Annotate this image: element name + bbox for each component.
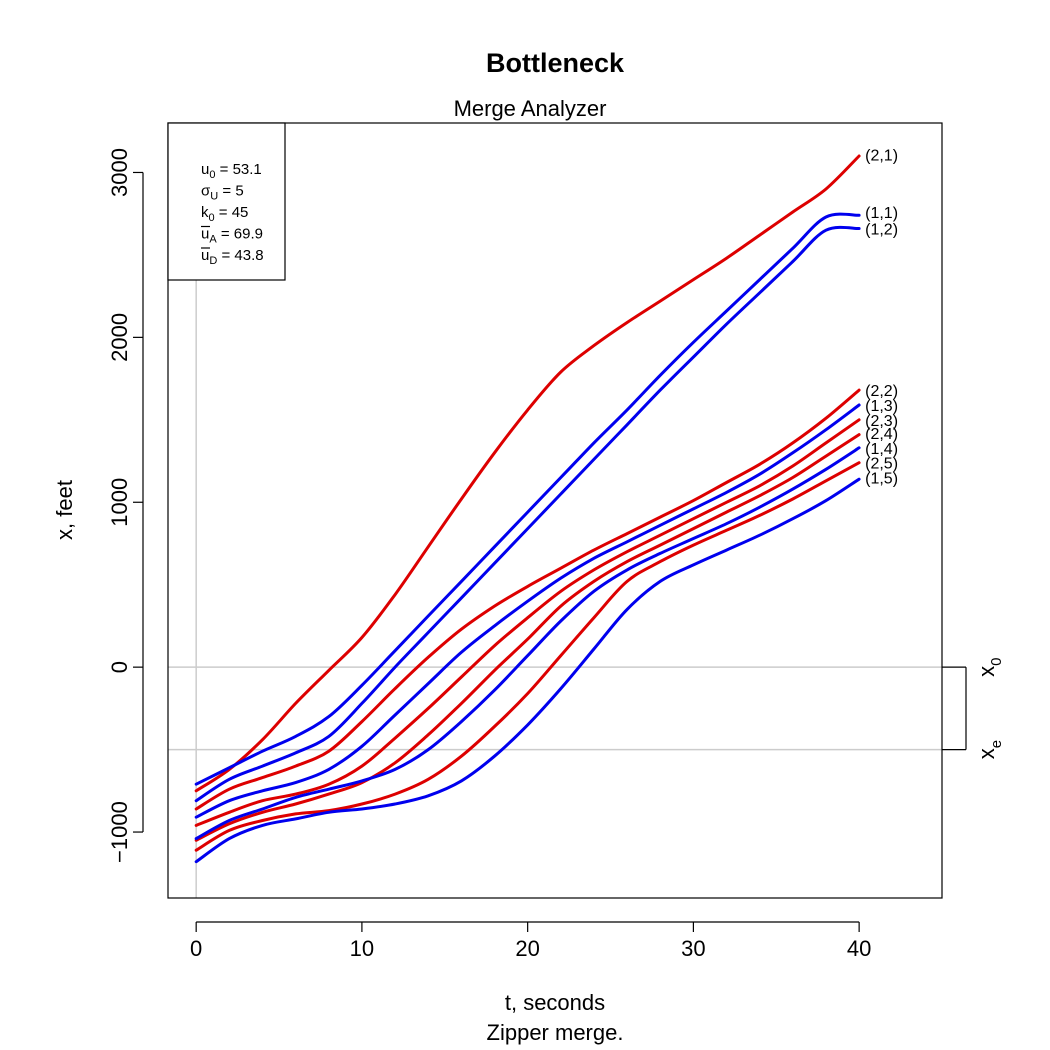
y-tick-label: 2000 xyxy=(107,313,132,362)
parameter-line: uD = 43.8 xyxy=(201,247,264,267)
series-label-1-3: (1,3) xyxy=(865,398,898,415)
series-line-1-5 xyxy=(194,477,861,864)
series-line-1-2 xyxy=(194,225,861,803)
series-label-2-2: (2,2) xyxy=(865,383,898,400)
chart-caption: Zipper merge. xyxy=(487,1020,624,1045)
chart-subtitle: Merge Analyzer xyxy=(454,96,607,121)
right-tick-label-xe: xe xyxy=(974,740,1005,759)
series-label-1-4: (1,4) xyxy=(865,441,898,458)
x-tick-label: 40 xyxy=(847,936,871,961)
x-axis: 0 10 20 30 40 xyxy=(190,921,871,961)
series-line-2-4 xyxy=(194,433,861,842)
y-axis: −1000 0 1000 2000 3000 xyxy=(107,148,144,863)
parameter-legend-box xyxy=(167,122,286,281)
x-axis-title: t, seconds xyxy=(505,990,605,1015)
series-label-1-2: (1,2) xyxy=(865,222,898,239)
series-label-1-1: (1,1) xyxy=(865,205,898,222)
chart-title: Bottleneck xyxy=(486,48,625,78)
plot-frame xyxy=(167,122,943,899)
reference-axis-right: x0 xe xyxy=(942,657,1005,759)
series-label-1-5: (1,5) xyxy=(865,471,898,488)
series-line-2-5 xyxy=(194,461,861,852)
parameter-line: uA = 69.9 xyxy=(201,226,263,246)
series-line-2-1 xyxy=(194,154,861,793)
series-end-labels: (2,1) (1,1)(1,2) (2,2)(1,3)(2,3)(2,4)(1,4)… xyxy=(865,147,898,487)
series-label-2-1: (2,1) xyxy=(865,147,898,164)
x-tick-label: 0 xyxy=(190,936,202,961)
y-tick-label: 0 xyxy=(107,661,132,673)
series-label-2-4: (2,4) xyxy=(865,426,898,443)
series-line-1-3 xyxy=(194,403,861,819)
x-tick-label: 30 xyxy=(681,936,705,961)
parameter-line: σU = 5 xyxy=(201,183,244,203)
series-line-1-4 xyxy=(194,446,861,841)
parameter-line: u0 = 53.1 xyxy=(201,161,262,181)
series-label-2-5: (2,5) xyxy=(865,456,898,473)
y-tick-label: 1000 xyxy=(107,478,132,527)
parameter-line: k0 = 45 xyxy=(201,204,248,224)
series-line-2-2 xyxy=(194,388,861,811)
series-label-2-3: (2,3) xyxy=(865,413,898,430)
x-tick-label: 10 xyxy=(350,936,374,961)
series-line-1-1 xyxy=(194,212,861,786)
right-tick-label-x0: x0 xyxy=(974,657,1005,676)
series-layer xyxy=(194,154,861,864)
x-tick-label: 20 xyxy=(515,936,539,961)
y-tick-label: 3000 xyxy=(107,148,132,197)
y-tick-label: −1000 xyxy=(107,801,132,863)
y-axis-title: x, feet xyxy=(52,480,77,540)
series-line-2-3 xyxy=(194,418,861,827)
